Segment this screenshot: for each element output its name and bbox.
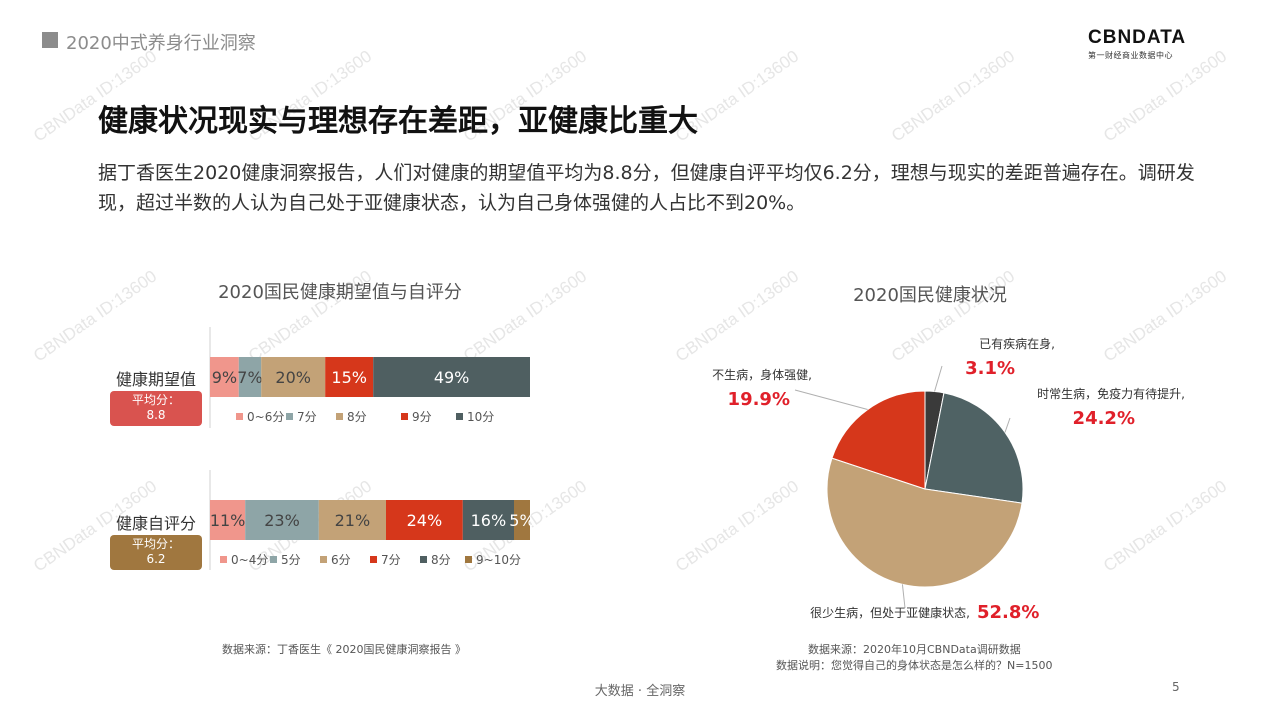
avg-badge-value: 6.2	[146, 552, 166, 566]
legend-label: 9分	[412, 410, 432, 424]
pie-leader-line	[901, 584, 906, 609]
bar-segment	[318, 500, 386, 540]
pie-category-label: 不生病，身体强健,	[712, 367, 812, 382]
bar-data-label: 49%	[434, 368, 470, 387]
pie-value-label: 3.1%	[965, 358, 1015, 379]
avg-badge-expectation: 平均分： 8.8	[110, 391, 202, 426]
bar-segment	[373, 357, 530, 397]
footer-slogan: 大数据 · 全洞察	[594, 684, 686, 699]
bar-data-label: 16%	[471, 511, 507, 530]
bar-segment	[325, 357, 374, 397]
row-label-expectation: 健康期望值	[116, 370, 197, 389]
legend-swatch	[420, 556, 427, 563]
page-description: 据丁香医生2020健康洞察报告，人们对健康的期望值平均为8.8分，但健康自评平均…	[98, 162, 1195, 214]
section-marker	[42, 32, 58, 48]
pie-value-label: 52.8%	[977, 602, 1039, 623]
bar-segment	[462, 500, 514, 540]
legend-swatch	[336, 413, 343, 420]
legend-label: 6分	[331, 553, 351, 567]
legend-label: 10分	[467, 410, 494, 424]
legend-swatch	[270, 556, 277, 563]
avg-badge-label: 平均分：	[131, 537, 180, 551]
avg-badge-selfrating: 平均分： 6.2	[110, 535, 202, 570]
pie-slice	[924, 392, 1024, 504]
bar-data-label: 15%	[331, 368, 367, 387]
legend-swatch	[220, 556, 227, 563]
bar-segment	[238, 357, 262, 397]
right-chart-source-2: 数据说明：您觉得自己的身体状态是怎么样的？N=1500	[776, 659, 1053, 672]
legend-swatch	[370, 556, 377, 563]
right-chart-source-1: 数据来源：2020年10月CBNData调研数据	[808, 643, 1021, 656]
avg-badge-value: 8.8	[146, 408, 166, 422]
legend-swatch	[401, 413, 408, 420]
pie-leader-line	[794, 389, 868, 411]
legend-label: 8分	[431, 553, 451, 567]
bar-segment	[210, 357, 239, 397]
bar-data-label: 23%	[264, 511, 300, 530]
left-chart-source: 数据来源：丁香医生《 2020国民健康洞察报告 》	[222, 643, 466, 656]
bar-segment	[210, 500, 246, 540]
left-chart-title: 2020国民健康期望值与自评分	[218, 282, 462, 303]
legend-swatch	[236, 413, 243, 420]
logo-sub-text: 第一财经商业数据中心	[1088, 51, 1173, 60]
pie-category-label: 时常生病，免疫力有待提升,	[1037, 386, 1185, 401]
bar-data-label: 11%	[210, 511, 246, 530]
cbndata-logo: CBNDATA 第一财经商业数据中心	[1088, 27, 1188, 61]
legend-label: 0~6分	[247, 410, 284, 424]
bar-segment	[245, 500, 319, 540]
bar-segment	[386, 500, 463, 540]
bar-segment	[514, 500, 530, 540]
row-label-selfrating: 健康自评分	[116, 514, 197, 533]
legend-swatch	[320, 556, 327, 563]
legend-swatch	[465, 556, 472, 563]
pie-value-label: 19.9%	[728, 389, 790, 410]
legend-label: 0~4分	[231, 553, 268, 567]
bar-data-label: 7%	[237, 368, 262, 387]
bar-data-label: 9%	[212, 368, 237, 387]
pie-slice	[826, 457, 1023, 588]
page-number: 5	[1172, 680, 1180, 694]
pie-leader-line	[934, 365, 943, 392]
right-chart-title: 2020国民健康状况	[853, 285, 1007, 306]
bar-data-label: 5%	[509, 511, 534, 530]
bar-data-label: 20%	[275, 368, 311, 387]
page-title: 健康状况现实与理想存在差距，亚健康比重大	[98, 104, 698, 139]
pie-slice	[831, 390, 926, 490]
pie-value-label: 24.2%	[1073, 408, 1135, 429]
pie-leader-line	[1004, 417, 1011, 433]
legend-label: 5分	[281, 553, 301, 567]
legend-label: 7分	[381, 553, 401, 567]
bar-data-label: 21%	[335, 511, 371, 530]
logo-main-text: CBNDATA	[1088, 27, 1187, 48]
legend-label: 7分	[297, 410, 317, 424]
pie-category-label: 很少生病，但处于亚健康状态,	[810, 605, 970, 620]
bar-data-label: 24%	[407, 511, 443, 530]
pie-category-label: 已有疾病在身,	[979, 336, 1055, 351]
legend-swatch	[456, 413, 463, 420]
avg-badge-label: 平均分：	[131, 393, 180, 407]
legend-label: 8分	[347, 410, 367, 424]
legend-label: 9~10分	[476, 553, 521, 567]
section-title: 2020中式养身行业洞察	[66, 33, 256, 54]
bar-segment	[261, 357, 326, 397]
legend-swatch	[286, 413, 293, 420]
